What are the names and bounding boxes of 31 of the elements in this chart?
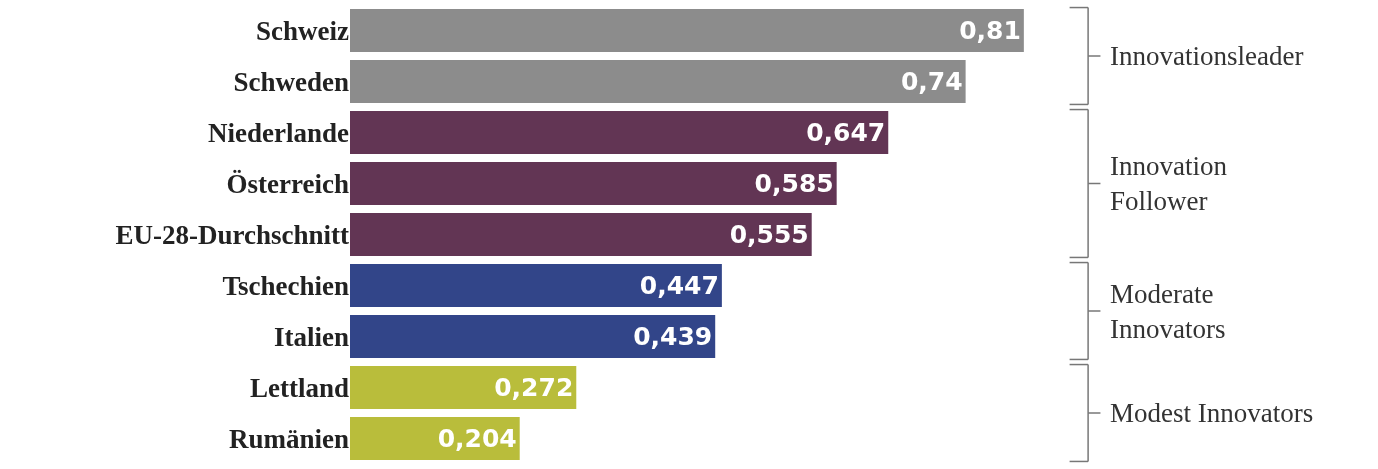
y-tick-label: Niederlande: [208, 117, 349, 148]
bar: [350, 315, 716, 358]
data-label: 0,439: [633, 322, 713, 351]
bar: [350, 264, 722, 307]
text: Innovation Follower: [1110, 151, 1228, 217]
data-label: 0,555: [729, 220, 809, 249]
data-label: 0,74: [900, 67, 963, 96]
y-tick-label: Österreich: [226, 168, 349, 199]
data-label: 0,81: [959, 16, 1021, 45]
data-label: 0,447: [639, 271, 719, 300]
data-label: 0,647: [806, 118, 886, 147]
bar: [350, 417, 520, 460]
y-tick-label: Tschechien: [222, 270, 349, 301]
y-tick-label: Italien: [273, 321, 349, 352]
y-tick-label: EU-28-Durchschnitt: [115, 219, 349, 250]
data-label: 0,272: [494, 373, 574, 402]
y-tick-label: Rumänien: [228, 423, 349, 454]
bar: [350, 9, 1024, 52]
y-tick-label: Lettland: [249, 372, 349, 403]
text: Modest Innovators: [1110, 398, 1314, 428]
data-label: 0,585: [754, 169, 834, 198]
bar: [350, 111, 889, 154]
text: Moderate Innovators: [1110, 279, 1226, 345]
bar: [350, 366, 577, 409]
data-label: 0,204: [437, 424, 517, 453]
y-tick-label: Schweiz: [256, 15, 350, 46]
y-tick-label: Schweden: [233, 66, 349, 97]
bar: [350, 213, 812, 256]
bar: [350, 162, 837, 205]
text: Innovationsleader: [1110, 41, 1304, 71]
bar: [350, 60, 966, 103]
